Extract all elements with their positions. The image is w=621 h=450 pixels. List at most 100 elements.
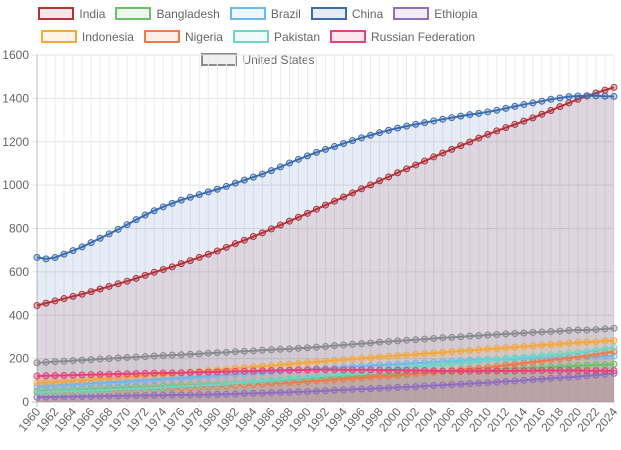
data-point-russian-federation [439, 367, 447, 375]
data-point-india [294, 213, 302, 221]
data-point-nigeria [520, 359, 528, 367]
legend-label: Bangladesh [156, 6, 220, 21]
data-point-pakistan [303, 373, 311, 381]
data-point-china [403, 122, 411, 130]
legend-item-india[interactable]: India [38, 5, 105, 22]
data-point-nigeria [358, 374, 366, 382]
data-point-ethiopia [132, 391, 140, 399]
data-point-pakistan [150, 384, 158, 392]
data-point-pakistan [195, 382, 203, 390]
data-point-china [385, 126, 393, 134]
data-point-russian-federation [430, 367, 438, 375]
data-point-ethiopia [340, 386, 348, 394]
data-point-nigeria [340, 375, 348, 383]
data-point-ethiopia [475, 379, 483, 387]
data-point-china [439, 115, 447, 123]
y-tick-label: 1200 [2, 135, 29, 149]
data-point-india [610, 83, 618, 91]
legend-item-china[interactable]: China [310, 5, 383, 22]
data-point-united-states [123, 354, 131, 362]
data-point-united-states [159, 352, 167, 360]
data-point-china [574, 92, 582, 100]
data-point-indonesia [466, 346, 474, 354]
data-point-russian-federation [502, 367, 510, 375]
data-point-ethiopia [430, 382, 438, 390]
data-point-china [168, 199, 176, 207]
data-point-russian-federation [123, 370, 131, 378]
data-point-ethiopia [87, 392, 95, 400]
data-point-united-states [376, 338, 384, 346]
data-point-united-states [322, 342, 329, 350]
data-point-india [60, 295, 68, 303]
data-point-china [421, 119, 429, 127]
data-point-bangladesh [592, 361, 600, 369]
legend-item-nigeria[interactable]: Nigeria [143, 28, 223, 45]
data-point-russian-federation [141, 369, 149, 377]
data-point-china [367, 131, 375, 139]
data-point-united-states [51, 358, 59, 366]
data-point-india [114, 280, 122, 288]
legend-item-russian-federation[interactable]: Russian Federation [330, 28, 475, 45]
data-point-china [213, 185, 221, 193]
data-point-ethiopia [322, 387, 329, 395]
data-point-india [105, 282, 113, 290]
data-point-ethiopia [367, 385, 375, 393]
data-point-united-states [195, 350, 203, 358]
data-point-pakistan [114, 385, 122, 393]
legend-item-bangladesh[interactable]: Bangladesh [115, 5, 220, 22]
legend-item-indonesia[interactable]: Indonesia [40, 28, 134, 45]
data-point-united-states [331, 342, 339, 350]
legend-item-united-states[interactable]: United States [201, 51, 315, 68]
legend-swatch [330, 30, 367, 43]
data-point-ethiopia [114, 392, 122, 400]
data-point-china [159, 203, 167, 211]
data-point-india [403, 165, 411, 173]
data-point-indonesia [412, 350, 420, 358]
data-point-ethiopia [303, 388, 311, 396]
legend-swatch [38, 7, 75, 20]
legend-swatch [229, 7, 266, 20]
data-point-pakistan [574, 349, 582, 357]
data-point-united-states [222, 348, 230, 356]
data-point-indonesia [538, 341, 546, 349]
data-point-indonesia [556, 340, 564, 348]
data-point-india [547, 107, 555, 115]
data-point-russian-federation [412, 367, 420, 375]
legend-item-ethiopia[interactable]: Ethiopia [393, 5, 478, 22]
data-point-brazil [168, 374, 176, 382]
legend-item-brazil[interactable]: Brazil [229, 5, 301, 22]
legend-item-pakistan[interactable]: Pakistan [232, 28, 320, 45]
data-point-united-states [367, 339, 375, 347]
data-point-china [222, 182, 230, 190]
data-point-china [96, 234, 104, 242]
data-point-nigeria [349, 374, 357, 382]
data-point-united-states [340, 341, 348, 349]
data-point-pakistan [565, 349, 573, 357]
data-point-russian-federation [204, 368, 212, 376]
data-point-china [502, 104, 510, 112]
data-point-india [322, 201, 329, 209]
data-point-pakistan [592, 346, 600, 354]
data-point-united-states [610, 324, 618, 332]
data-point-india [412, 161, 420, 169]
data-point-nigeria [367, 373, 375, 381]
data-point-united-states [439, 334, 447, 342]
data-point-pakistan [276, 375, 284, 383]
data-point-united-states [583, 326, 591, 334]
data-point-ethiopia [96, 392, 104, 400]
data-point-china [51, 254, 59, 262]
data-point-russian-federation [150, 369, 158, 377]
data-point-india [376, 177, 384, 185]
data-point-ethiopia [565, 373, 573, 381]
data-point-russian-federation [285, 366, 293, 374]
data-point-pakistan [331, 370, 339, 378]
data-point-china [592, 92, 600, 100]
data-point-indonesia [610, 337, 618, 345]
data-point-russian-federation [33, 372, 41, 380]
data-point-china [312, 148, 320, 156]
data-point-indonesia [303, 359, 311, 367]
data-point-indonesia [285, 360, 293, 368]
data-point-russian-federation [493, 367, 501, 375]
data-point-russian-federation [484, 367, 492, 375]
